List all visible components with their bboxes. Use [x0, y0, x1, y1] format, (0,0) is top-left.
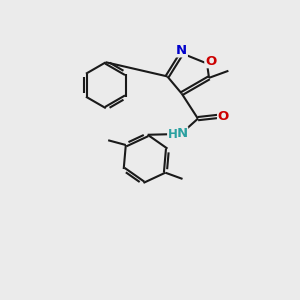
Text: N: N	[176, 44, 187, 57]
Text: O: O	[218, 110, 229, 123]
Text: H: H	[168, 128, 178, 141]
Text: N: N	[176, 127, 188, 140]
Text: O: O	[205, 55, 216, 68]
